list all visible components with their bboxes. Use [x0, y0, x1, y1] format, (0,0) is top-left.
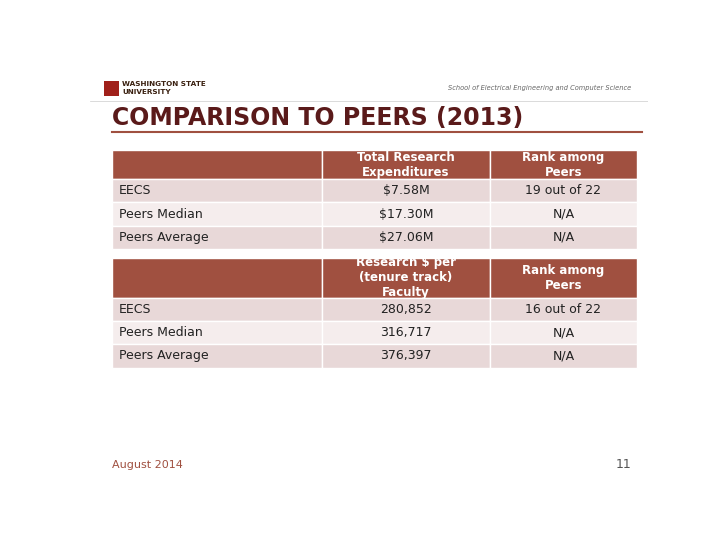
FancyBboxPatch shape [322, 150, 490, 179]
FancyBboxPatch shape [112, 258, 322, 298]
FancyBboxPatch shape [490, 321, 637, 344]
FancyBboxPatch shape [490, 150, 637, 179]
Text: $7.58M: $7.58M [382, 184, 429, 197]
Text: Peers Median: Peers Median [119, 326, 203, 339]
FancyBboxPatch shape [112, 226, 322, 249]
Text: Rank among
Peers: Rank among Peers [522, 151, 605, 179]
FancyBboxPatch shape [112, 321, 322, 344]
FancyBboxPatch shape [112, 298, 322, 321]
Text: 316,717: 316,717 [380, 326, 432, 339]
FancyBboxPatch shape [490, 226, 637, 249]
Text: Rank among
Peers: Rank among Peers [522, 264, 605, 292]
Text: 280,852: 280,852 [380, 303, 432, 316]
Text: 376,397: 376,397 [380, 349, 432, 362]
Text: Peers Median: Peers Median [119, 207, 203, 220]
Text: N/A: N/A [552, 349, 575, 362]
FancyBboxPatch shape [112, 202, 322, 226]
FancyBboxPatch shape [322, 321, 490, 344]
Text: EECS: EECS [119, 184, 151, 197]
FancyBboxPatch shape [322, 344, 490, 368]
FancyBboxPatch shape [322, 258, 490, 298]
Text: August 2014: August 2014 [112, 460, 183, 470]
Text: WASHINGTON STATE: WASHINGTON STATE [122, 82, 206, 87]
Text: Total Research
Expenditures: Total Research Expenditures [357, 151, 455, 179]
Text: Research $ per
(tenure track)
Faculty: Research $ per (tenure track) Faculty [356, 256, 456, 299]
FancyBboxPatch shape [490, 298, 637, 321]
Text: Peers Average: Peers Average [119, 349, 209, 362]
Text: $17.30M: $17.30M [379, 207, 433, 220]
Text: $27.06M: $27.06M [379, 231, 433, 244]
Text: N/A: N/A [552, 207, 575, 220]
FancyBboxPatch shape [490, 258, 637, 298]
Text: 16 out of 22: 16 out of 22 [526, 303, 601, 316]
Text: N/A: N/A [552, 231, 575, 244]
Text: 11: 11 [616, 458, 631, 471]
Text: School of Electrical Engineering and Computer Science: School of Electrical Engineering and Com… [448, 85, 631, 91]
FancyBboxPatch shape [112, 344, 322, 368]
FancyBboxPatch shape [112, 150, 322, 179]
FancyBboxPatch shape [490, 202, 637, 226]
FancyBboxPatch shape [322, 179, 490, 202]
FancyBboxPatch shape [322, 298, 490, 321]
Text: EECS: EECS [119, 303, 151, 316]
FancyBboxPatch shape [490, 179, 637, 202]
Text: N/A: N/A [552, 326, 575, 339]
Text: UNIVERSITY: UNIVERSITY [122, 89, 171, 95]
FancyBboxPatch shape [322, 226, 490, 249]
FancyBboxPatch shape [322, 202, 490, 226]
Text: 19 out of 22: 19 out of 22 [526, 184, 601, 197]
FancyBboxPatch shape [112, 179, 322, 202]
FancyBboxPatch shape [490, 344, 637, 368]
Text: COMPARISON TO PEERS (2013): COMPARISON TO PEERS (2013) [112, 106, 523, 130]
FancyBboxPatch shape [104, 80, 119, 97]
Text: Peers Average: Peers Average [119, 231, 209, 244]
